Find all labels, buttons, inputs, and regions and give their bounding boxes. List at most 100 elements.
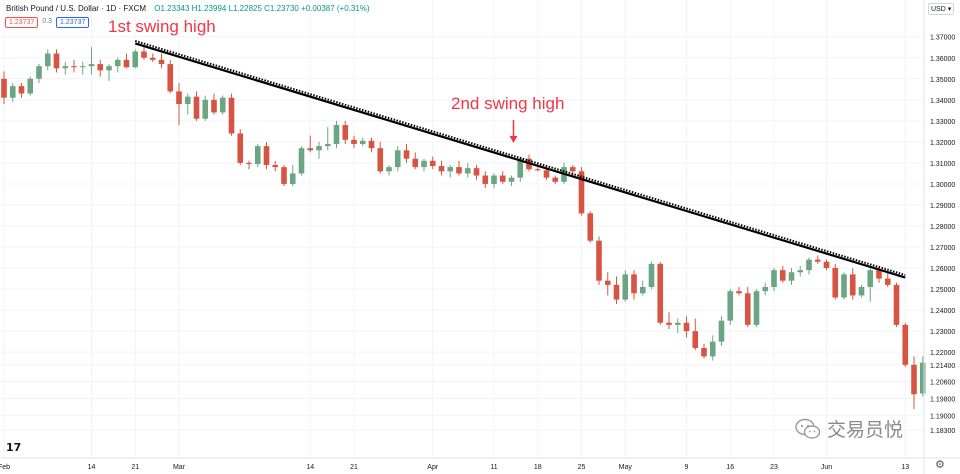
candle xyxy=(237,129,244,166)
candle xyxy=(823,259,830,271)
candle xyxy=(788,268,795,285)
candle xyxy=(867,268,874,302)
candles xyxy=(1,47,926,409)
candle xyxy=(604,272,611,296)
candle xyxy=(351,135,357,149)
symbol-title[interactable]: British Pound / U.S. Dollar · 1D · FXCM xyxy=(6,4,147,13)
x-tick-label: 25 xyxy=(578,464,586,471)
candle xyxy=(79,61,86,75)
y-tick-label: 1.20600 xyxy=(930,380,955,387)
x-tick-label: 11 xyxy=(490,464,497,471)
candle xyxy=(613,276,620,304)
candle xyxy=(167,59,174,94)
candle xyxy=(368,137,375,153)
x-tick-label: 18 xyxy=(534,464,542,471)
trendline-dotted xyxy=(134,39,906,276)
candle xyxy=(779,265,786,283)
y-tick-label: 1.25000 xyxy=(930,287,955,294)
candle xyxy=(639,280,646,296)
x-tick-label: Apr xyxy=(427,464,439,471)
candle xyxy=(141,47,147,60)
candle xyxy=(753,289,760,327)
x-tick-label: 9 xyxy=(685,464,689,471)
candle xyxy=(473,165,480,180)
y-tick-label: 1.19800 xyxy=(930,396,955,403)
candle xyxy=(893,282,900,327)
candle xyxy=(438,160,445,176)
candle xyxy=(53,49,60,73)
candle xyxy=(97,59,104,77)
candle xyxy=(508,175,515,187)
annotation-first-swing-high: 1st swing high xyxy=(108,17,216,36)
candle xyxy=(219,95,226,115)
trendline[interactable] xyxy=(134,39,906,279)
candle xyxy=(403,143,410,163)
candle xyxy=(447,165,454,178)
candle xyxy=(377,141,384,174)
candle xyxy=(429,156,436,170)
candle xyxy=(482,171,489,189)
candle xyxy=(324,127,331,151)
candle xyxy=(596,236,602,285)
candle xyxy=(18,82,25,98)
y-tick-label: 1.37000 xyxy=(930,35,955,42)
candle xyxy=(814,255,821,264)
candle xyxy=(359,137,366,147)
time-axis[interactable]: Feb 14 21 Mar 14 21 Apr 11 18 25 May 9 16 23 Jun 13 xyxy=(0,457,960,471)
currency-selector[interactable]: USD ▾ xyxy=(928,3,955,15)
spread-value: 0.3 xyxy=(42,18,53,25)
candle xyxy=(176,82,182,126)
candle xyxy=(578,167,585,216)
price-axis[interactable]: 1.37000 1.36000 1.35000 1.34000 1.33000 1.320… xyxy=(923,0,955,474)
x-tick-label: 14 xyxy=(306,464,314,471)
candle xyxy=(307,135,314,153)
candle xyxy=(657,261,664,325)
watermark-text: 交易员悦 xyxy=(827,419,904,441)
candle xyxy=(832,263,839,300)
y-tick-label: 1.29000 xyxy=(930,203,955,210)
candle xyxy=(858,284,865,298)
candle xyxy=(849,268,856,300)
candle xyxy=(666,312,672,330)
trendline-solid xyxy=(134,42,906,279)
candle xyxy=(622,270,629,302)
sell-button[interactable]: 1.23737 xyxy=(5,17,39,28)
y-tick-label: 1.36000 xyxy=(930,56,955,63)
candle xyxy=(762,282,769,296)
candle xyxy=(149,53,156,62)
y-tick-label: 1.21400 xyxy=(930,363,955,370)
tradingview-logo: 17 xyxy=(6,441,22,454)
candle xyxy=(744,286,751,327)
candle xyxy=(263,141,270,170)
candle xyxy=(228,93,235,136)
candle xyxy=(456,160,462,176)
candle xyxy=(316,141,322,159)
candle xyxy=(648,261,655,290)
candle xyxy=(202,95,209,121)
annotation-second-swing-high: 2nd swing high xyxy=(451,94,565,113)
candle xyxy=(333,120,340,149)
buy-button[interactable]: 1.23737 xyxy=(56,17,90,28)
candle xyxy=(106,64,112,81)
y-tick-label: 1.26000 xyxy=(930,266,955,273)
trade-badges: 1.23737 0.3 1.23737 xyxy=(5,17,90,28)
candle xyxy=(289,165,296,187)
gear-icon[interactable]: ⚙ xyxy=(935,458,945,471)
candle xyxy=(193,91,200,121)
y-tick-label: 1.23000 xyxy=(930,329,955,336)
candle xyxy=(534,167,541,172)
candle xyxy=(27,76,34,96)
candle xyxy=(342,120,349,144)
candle xyxy=(464,162,471,178)
candle xyxy=(412,152,419,170)
candle xyxy=(491,173,497,189)
candle xyxy=(132,49,139,69)
candle xyxy=(902,322,909,367)
candle xyxy=(36,64,42,83)
y-tick-label: 1.30000 xyxy=(930,182,955,189)
candle xyxy=(718,316,725,346)
candle xyxy=(281,165,287,187)
y-tick-label: 1.18300 xyxy=(930,428,955,435)
candle xyxy=(123,53,130,69)
